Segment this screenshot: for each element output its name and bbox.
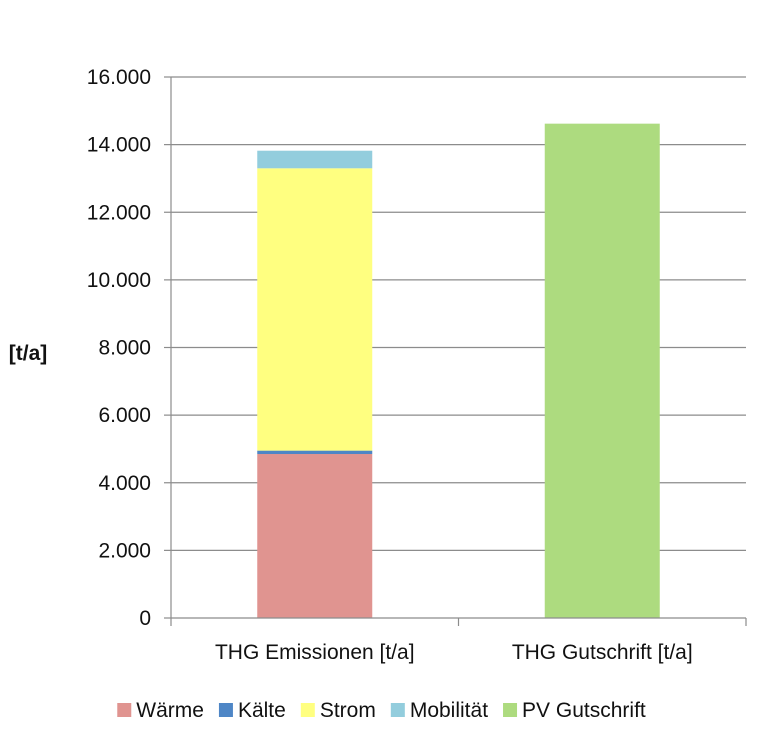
- y-tick-label: 0: [139, 607, 151, 630]
- y-tick-labels: 0 2.000 4.000 6.000 8.000 10.000 12.000 14.000 1…: [87, 66, 151, 630]
- legend-swatch: [218, 703, 233, 717]
- y-axis-label: [t/a]: [9, 342, 48, 365]
- y-tick-label: 6.000: [98, 404, 151, 427]
- legend-swatch: [503, 703, 518, 717]
- legend-swatch: [300, 703, 315, 717]
- legend: Wärme Kälte Strom Mobilität PV Gutschrift: [117, 699, 646, 722]
- x-tick-labels: THG Emissionen [t/a] THG Gutschrift [t/a]: [215, 641, 693, 664]
- legend-item: Wärme: [117, 699, 204, 722]
- x-tick-label: THG Gutschrift [t/a]: [512, 641, 693, 664]
- y-tick-label: 4.000: [98, 472, 151, 495]
- y-tick-label: 2.000: [98, 539, 151, 562]
- bar-segment: [257, 454, 373, 618]
- legend-label: Wärme: [136, 699, 204, 722]
- y-tick-label: 8.000: [98, 337, 151, 360]
- bar-segment: [544, 123, 660, 618]
- legend-item: Kälte: [218, 699, 286, 722]
- legend-label: Kälte: [238, 699, 286, 722]
- legend-label: PV Gutschrift: [522, 699, 646, 722]
- bar-segment: [257, 450, 373, 455]
- axes: [170, 77, 746, 619]
- y-tick-label: 12.000: [87, 201, 151, 224]
- bar-segment: [257, 150, 373, 169]
- x-tick-label: THG Emissionen [t/a]: [215, 641, 415, 664]
- y-tick-label: 16.000: [87, 66, 151, 89]
- legend-swatch: [390, 703, 405, 717]
- legend-item: Mobilität: [390, 699, 488, 722]
- bar-segment: [257, 168, 373, 451]
- legend-swatch: [117, 703, 132, 717]
- legend-label: Mobilität: [410, 699, 488, 722]
- legend-item: PV Gutschrift: [503, 699, 646, 722]
- legend-item: Strom: [300, 699, 376, 722]
- legend-label: Strom: [320, 699, 376, 722]
- y-tick-label: 10.000: [87, 269, 151, 292]
- y-tick-label: 14.000: [87, 134, 151, 157]
- bars: [257, 123, 660, 618]
